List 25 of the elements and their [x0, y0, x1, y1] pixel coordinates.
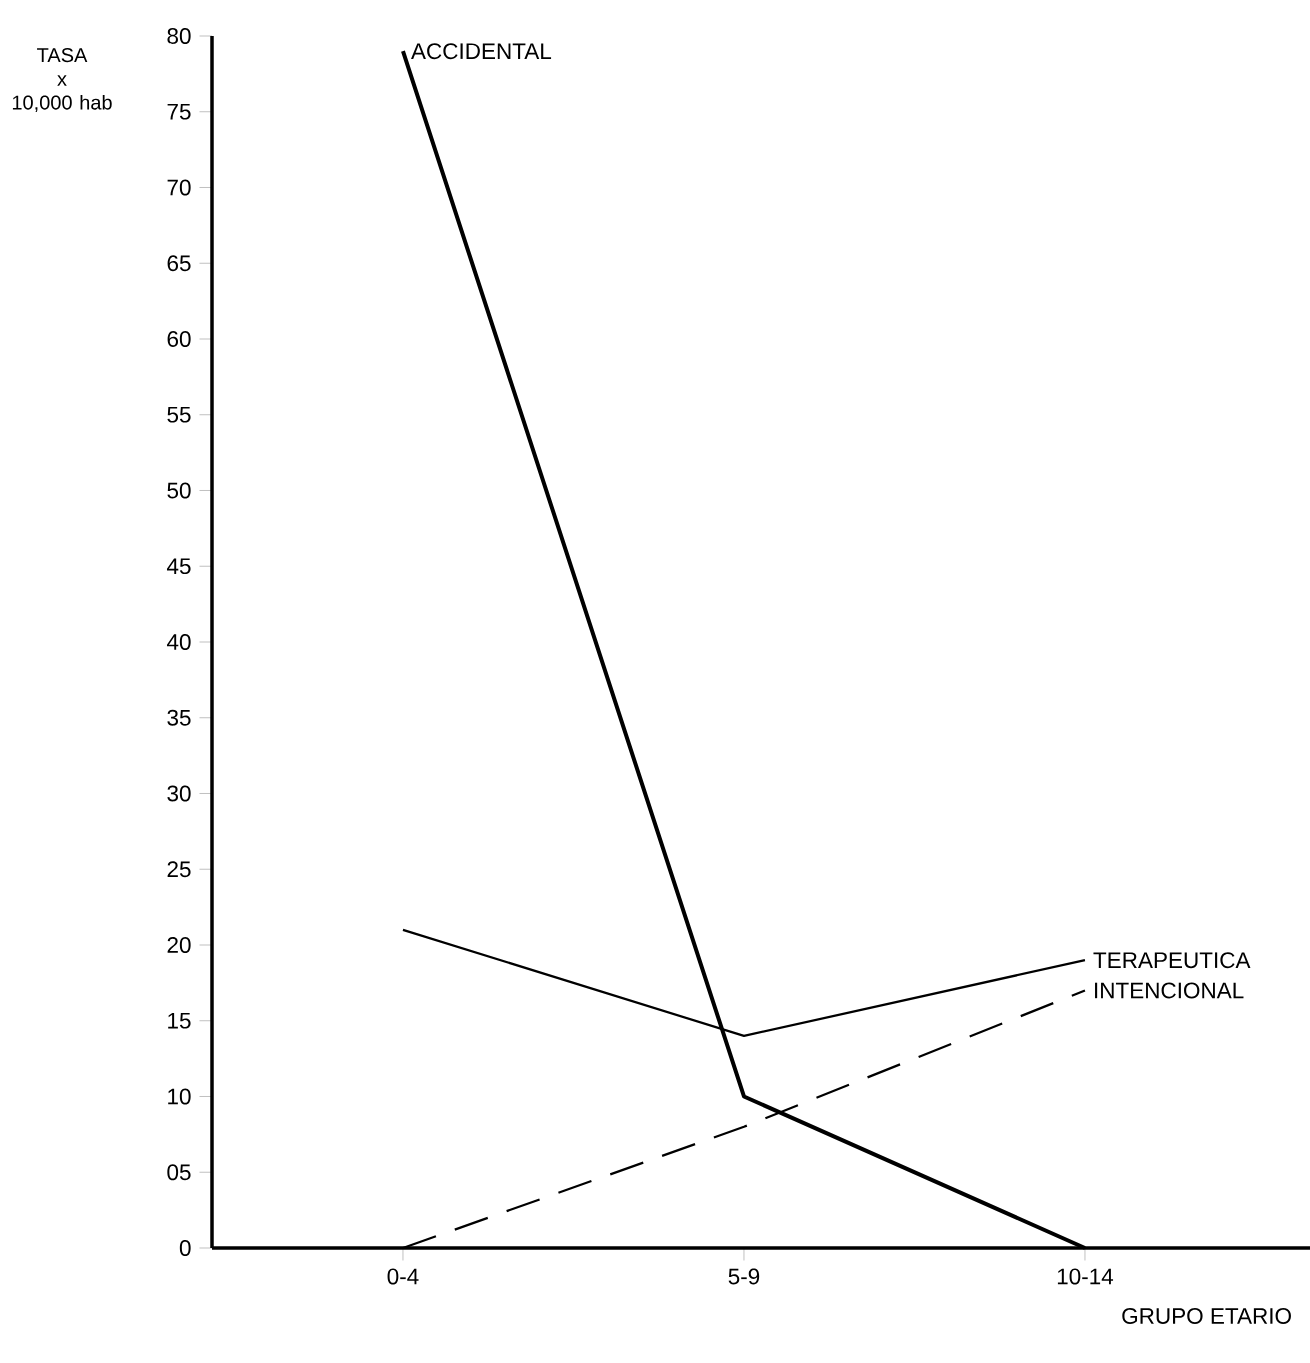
y-tick-label: 45 [166, 558, 191, 575]
x-tick-label: 5-9 [728, 1268, 760, 1285]
y-tick-label: 20 [167, 937, 191, 953]
y-tick-label: 70 [167, 179, 191, 196]
y-tick-label: 10 [168, 1088, 191, 1105]
x-tick-label: 10-14 [1057, 1268, 1114, 1285]
y-tick-label: 0 [179, 1240, 191, 1256]
y-tick-label: 55 [167, 406, 191, 423]
y-tick-label: 60 [167, 331, 191, 347]
y-tick-label: 15 [168, 1012, 191, 1029]
y-tick-label: 50 [167, 482, 191, 499]
y-axis-title: TASA x 10,000 hab [12, 47, 112, 112]
y-tick-label: 25 [167, 861, 191, 878]
series-label: ACCIDENTAL [411, 43, 552, 60]
series-label: TERAPEUTICA [1093, 952, 1251, 969]
y-tick-label: 05 [167, 1164, 191, 1181]
x-tick-label: 0-4 [387, 1268, 419, 1285]
y-tick-label: 40 [166, 634, 191, 650]
y-tick-label: 80 [167, 28, 191, 44]
y-tick-label: 75 [167, 103, 191, 120]
x-axis-title: GRUPO ETARIO [1122, 1307, 1291, 1324]
y-tick-label: 65 [167, 255, 191, 272]
series-label: INTENCIONAL [1095, 982, 1244, 999]
y-tick-label: 35 [167, 709, 191, 726]
y-tick-label: 30 [167, 785, 191, 802]
